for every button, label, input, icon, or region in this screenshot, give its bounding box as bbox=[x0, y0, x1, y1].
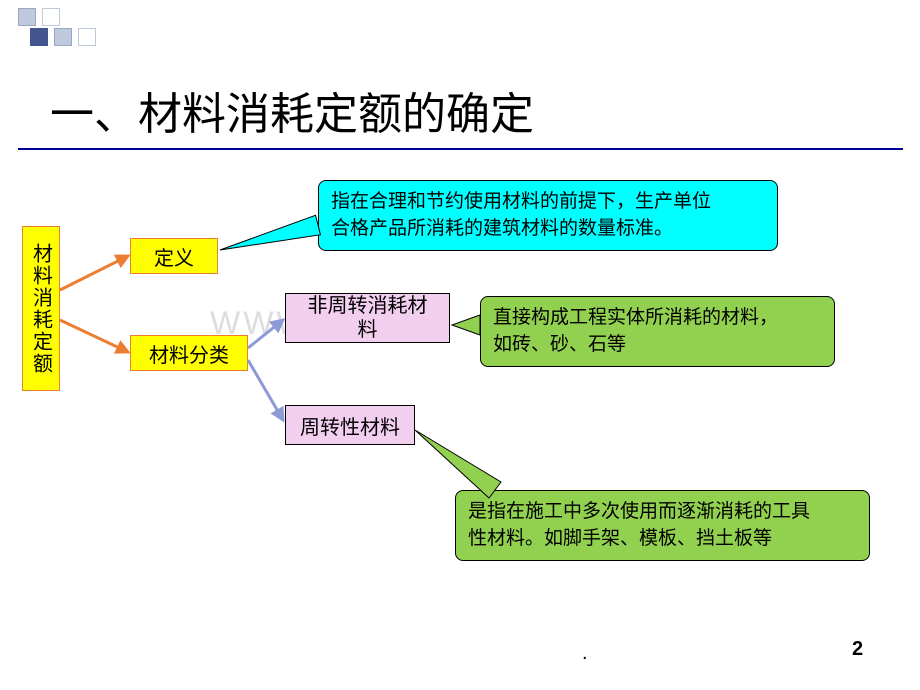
root-node: 材料消耗定额 bbox=[22, 226, 60, 391]
node-category: 材料分类 bbox=[130, 335, 248, 371]
title-underline bbox=[18, 148, 903, 150]
nonturnover-l2: 料 bbox=[308, 318, 428, 342]
callout-turnover-l1: 是指在施工中多次使用而逐渐消耗的工具 bbox=[468, 499, 857, 526]
callout-nonturnover-l1: 直接构成工程实体所消耗的材料， bbox=[493, 305, 822, 332]
nonturnover-l1: 非周转消耗材 bbox=[308, 294, 428, 318]
callout-definition: 指在合理和节约使用材料的前提下，生产单位 合格产品所消耗的建筑材料的数量标准。 bbox=[318, 180, 778, 251]
callout-turnover-l2: 性材料。如脚手架、模板、挡土板等 bbox=[468, 526, 857, 553]
callout-definition-l2: 合格产品所消耗的建筑材料的数量标准。 bbox=[331, 216, 765, 243]
page-number: 2 bbox=[852, 638, 863, 661]
node-definition: 定义 bbox=[130, 238, 218, 274]
page-title: 一、材料消耗定额的确定 bbox=[50, 78, 534, 142]
footer-dot: . bbox=[582, 642, 588, 665]
callout-turnover: 是指在施工中多次使用而逐渐消耗的工具 性材料。如脚手架、模板、挡土板等 bbox=[455, 490, 870, 561]
callout-definition-l1: 指在合理和节约使用材料的前提下，生产单位 bbox=[331, 189, 765, 216]
node-nonturnover: 非周转消耗材 料 bbox=[285, 293, 450, 343]
node-turnover: 周转性材料 bbox=[285, 405, 415, 445]
callout-nonturnover-l2: 如砖、砂、石等 bbox=[493, 332, 822, 359]
callout-nonturnover: 直接构成工程实体所消耗的材料， 如砖、砂、石等 bbox=[480, 296, 835, 367]
